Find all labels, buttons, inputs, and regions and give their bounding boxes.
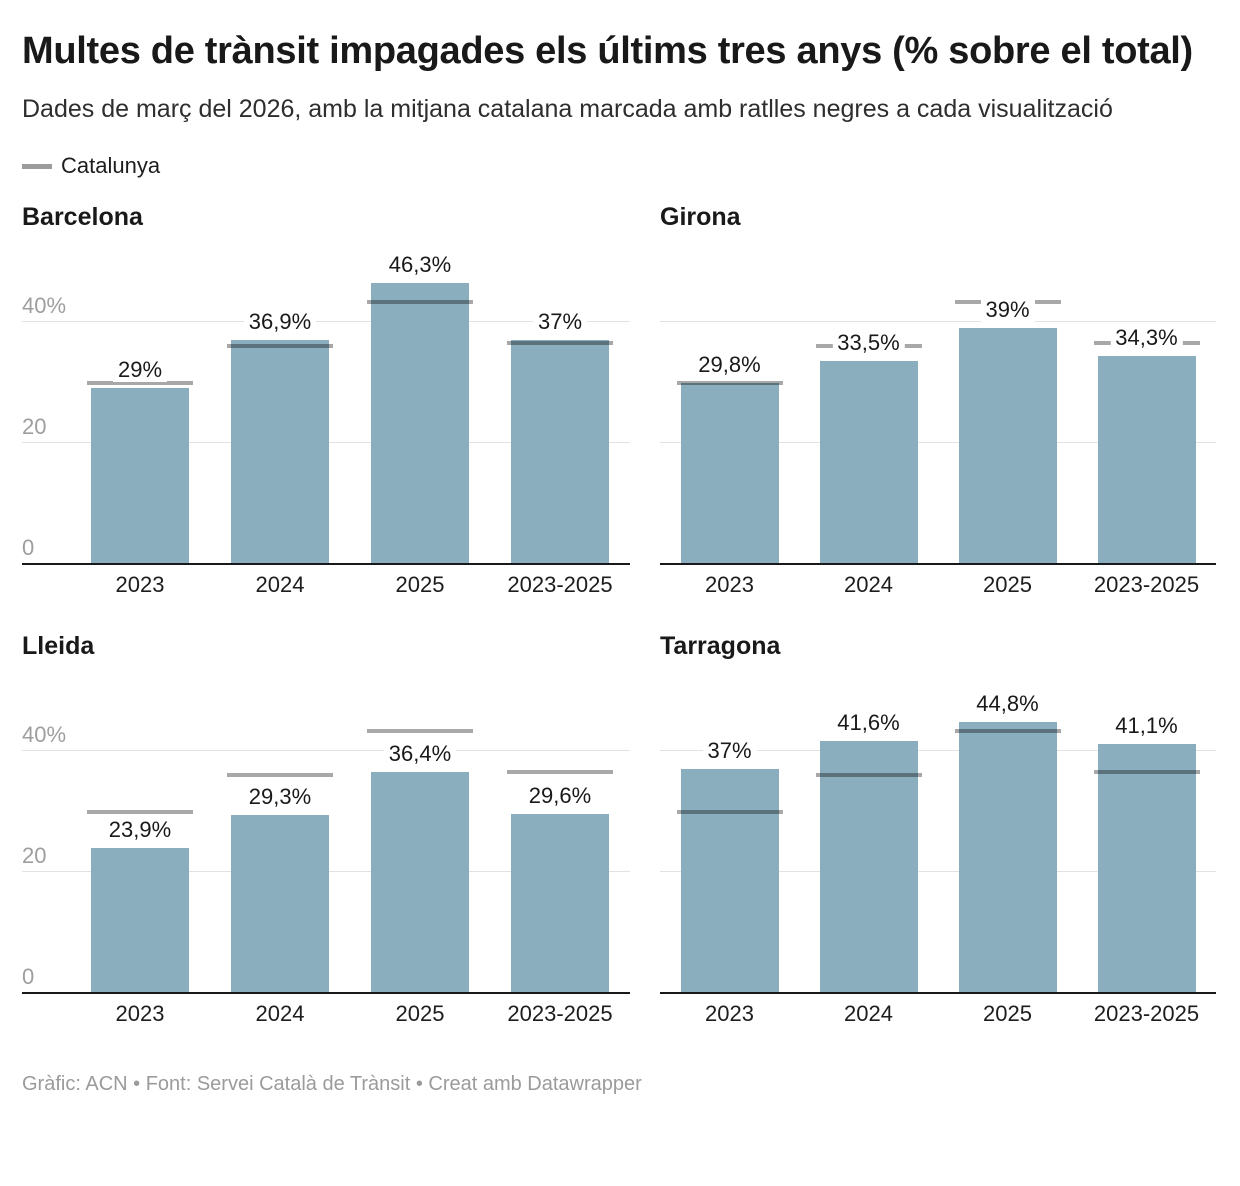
reference-line-barcelona-2023-2025: [507, 341, 613, 346]
panel-girona: Girona 29,8% 2023 33,5% 2024 39% 2025 34,3% 2023…: [660, 203, 1216, 602]
value-label-girona-2023-2025: 34,3%: [1110, 326, 1183, 351]
panel-title-barcelona: Barcelona: [22, 203, 143, 231]
x-axis-baseline-tarragona: [660, 992, 1216, 994]
bar-girona-2025: [958, 327, 1057, 564]
bar-lleida-2023-2025: [511, 813, 609, 993]
bar-girona-2024: [819, 361, 918, 564]
x-axis-label-lleida-2023-2025: 2023-2025: [507, 1001, 613, 1026]
panel-tarragona: Tarragona 37% 2023 41,6% 2024 44,8% 2025 41,1% 2…: [660, 632, 1216, 1031]
value-label-girona-2023: 29,8%: [693, 353, 766, 378]
plot-area-girona: 29,8% 2023 33,5% 2024 39% 2025 34,3% 2023-2025: [660, 273, 1216, 597]
value-label-barcelona-2023-2025: 37%: [532, 309, 588, 334]
panel-lleida: Lleida 40% 20 0 23,9% 2023 29,3% 2024 36,4% 2025 2…: [22, 632, 630, 1031]
bar-barcelona-2023-2025: [511, 339, 609, 564]
value-label-tarragona-2023: 37%: [702, 738, 757, 763]
reference-line-lleida-2024: [227, 772, 333, 777]
bar-tarragona-2025: [958, 721, 1057, 993]
bar-lleida-2023: [91, 848, 189, 993]
bar-barcelona-2025: [371, 283, 469, 564]
x-axis-label-girona-2024: 2024: [844, 572, 893, 597]
chart-footer: Gràfic: ACN • Font: Servei Català de Trà…: [22, 1073, 642, 1095]
x-axis-label-girona-2023: 2023: [705, 572, 754, 597]
plot-area-lleida: 40% 20 0 23,9% 2023 29,3% 2024 36,4% 2025 29,6% 20…: [22, 702, 630, 1026]
legend-label: Catalunya: [61, 153, 161, 178]
small-multiples-grid: Barcelona 40% 20 0 29% 2023 36,9% 2024 46,3% 2025…: [22, 203, 1216, 1031]
y-axis-label-0: 0: [22, 537, 39, 559]
reference-line-lleida-2025: [367, 728, 473, 733]
x-axis-label-girona-2025: 2025: [983, 572, 1032, 597]
x-axis-label-barcelona-2024: 2024: [255, 572, 305, 597]
value-label-barcelona-2024: 36,9%: [243, 310, 317, 335]
y-axis-label-40: 40%: [22, 294, 71, 317]
plot-area-tarragona: 37% 2023 41,6% 2024 44,8% 2025 41,1% 2023-2025: [660, 691, 1216, 1026]
value-label-tarragona-2024: 41,6%: [832, 710, 905, 735]
reference-line-tarragona-2023-2025: [1093, 770, 1200, 775]
x-axis-baseline-girona: [660, 563, 1216, 565]
bar-barcelona-2024: [231, 340, 329, 564]
chart-card: Multes de trànsit impagades els últims t…: [22, 26, 1216, 1096]
reference-line-girona-2023: [676, 380, 783, 385]
x-axis-label-tarragona-2024: 2024: [844, 1001, 893, 1026]
bar-barcelona-2023: [91, 388, 189, 564]
reference-line-lleida-2023-2025: [507, 770, 613, 775]
x-axis-label-tarragona-2025: 2025: [983, 1001, 1032, 1026]
value-label-tarragona-2023-2025: 41,1%: [1110, 713, 1183, 738]
bar-lleida-2025: [371, 772, 469, 993]
bar-girona-2023-2025: [1097, 356, 1196, 564]
x-axis-label-lleida-2025: 2025: [395, 1001, 445, 1026]
value-label-barcelona-2025: 46,3%: [383, 253, 457, 278]
gridline-20: [660, 441, 1216, 443]
bar-tarragona-2024: [819, 740, 918, 993]
x-axis-label-girona-2023-2025: 2023-2025: [1093, 572, 1200, 597]
legend: Catalunya: [22, 153, 1216, 179]
plot-area-barcelona: 40% 20 0 29% 2023 36,9% 2024 46,3% 2025 37% 2023-2…: [22, 253, 630, 597]
y-axis-label-0: 0: [22, 966, 39, 988]
value-label-girona-2025: 39%: [980, 297, 1035, 322]
x-axis-label-lleida-2024: 2024: [255, 1001, 305, 1026]
reference-line-barcelona-2025: [367, 299, 473, 304]
gridline-40: [660, 749, 1216, 751]
gridline-40: [660, 320, 1216, 322]
chart-subtitle: Dades de març del 2026, amb la mitjana c…: [22, 95, 1113, 123]
gridline-20: [660, 870, 1216, 872]
panel-title-tarragona: Tarragona: [660, 632, 781, 660]
value-label-barcelona-2023: 29%: [112, 358, 168, 383]
value-label-tarragona-2025: 44,8%: [971, 691, 1044, 716]
x-axis-label-lleida-2023: 2023: [115, 1001, 165, 1026]
reference-line-tarragona-2025: [954, 728, 1061, 733]
x-axis-label-barcelona-2023-2025: 2023-2025: [507, 572, 613, 597]
y-axis-label-20: 20: [22, 844, 51, 867]
x-axis-baseline-barcelona: [22, 563, 630, 565]
y-axis-label-20: 20: [22, 415, 51, 438]
x-axis-baseline-lleida: [22, 992, 630, 994]
value-label-lleida-2023-2025: 29,6%: [523, 783, 597, 808]
bar-lleida-2024: [231, 815, 329, 993]
reference-line-swatch-icon: [22, 163, 52, 169]
chart-title: Multes de trànsit impagades els últims t…: [22, 30, 1193, 72]
x-axis-label-tarragona-2023: 2023: [705, 1001, 754, 1026]
reference-line-lleida-2023: [87, 809, 193, 814]
reference-line-tarragona-2023: [676, 809, 783, 814]
x-axis-label-barcelona-2023: 2023: [115, 572, 165, 597]
reference-line-barcelona-2023: [87, 380, 193, 385]
gridline-40: [22, 320, 630, 322]
panel-title-lleida: Lleida: [22, 632, 95, 660]
bar-tarragona-2023: [680, 768, 779, 993]
value-label-lleida-2025: 36,4%: [383, 742, 457, 767]
x-axis-label-tarragona-2023-2025: 2023-2025: [1093, 1001, 1200, 1026]
bar-tarragona-2023-2025: [1097, 743, 1196, 993]
panel-title-girona: Girona: [660, 203, 741, 231]
reference-line-tarragona-2024: [815, 772, 922, 777]
value-label-lleida-2024: 29,3%: [243, 785, 317, 810]
bar-girona-2023: [680, 383, 779, 564]
gridline-40: [22, 749, 630, 751]
y-axis-label-40: 40%: [22, 723, 71, 746]
reference-line-barcelona-2024: [227, 343, 333, 348]
value-label-lleida-2023: 23,9%: [103, 818, 177, 843]
x-axis-label-barcelona-2025: 2025: [395, 572, 445, 597]
panel-barcelona: Barcelona 40% 20 0 29% 2023 36,9% 2024 46,3% 2025…: [22, 203, 630, 602]
value-label-girona-2024: 33,5%: [832, 331, 905, 355]
